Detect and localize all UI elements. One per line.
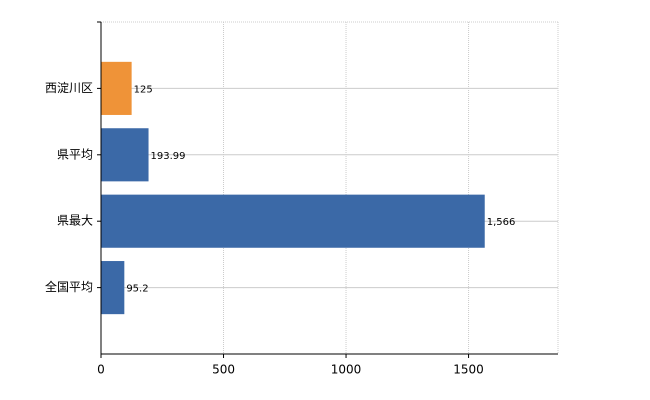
y-tick-label: 西淀川区 (45, 81, 93, 95)
y-tick-label: 県平均 (57, 147, 93, 161)
x-tick-label: 1000 (331, 363, 362, 377)
value-label: 193.99 (151, 151, 186, 162)
x-tick-label: 1500 (453, 363, 484, 377)
x-tick-label: 500 (212, 363, 235, 377)
bar (101, 61, 132, 115)
y-tick-label: 県最大 (57, 214, 93, 228)
value-label: 125 (134, 84, 153, 95)
value-label: 1,566 (487, 217, 516, 228)
x-tick-label: 0 (97, 363, 105, 377)
bar (101, 261, 125, 315)
bar (101, 128, 149, 182)
value-label: 95.2 (126, 284, 148, 295)
bar (101, 194, 485, 248)
y-tick-label: 全国平均 (45, 279, 93, 294)
